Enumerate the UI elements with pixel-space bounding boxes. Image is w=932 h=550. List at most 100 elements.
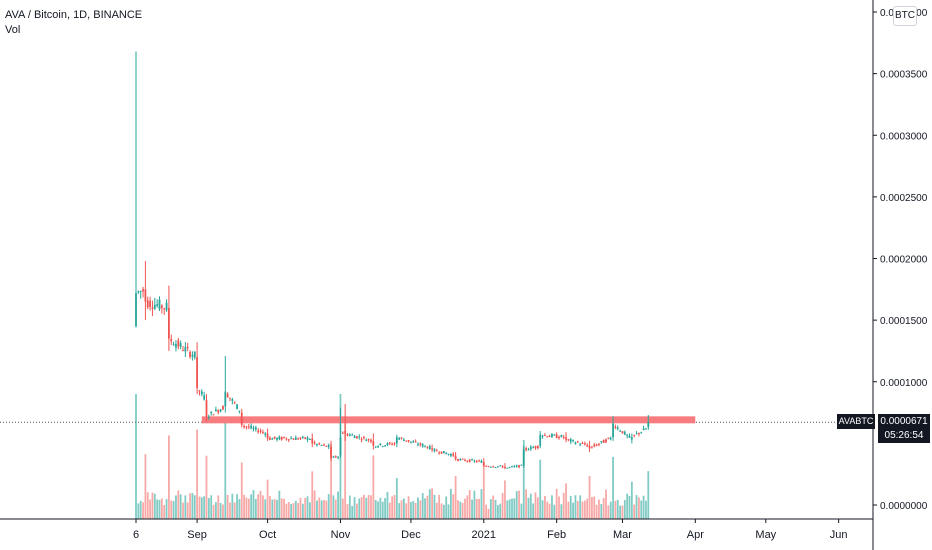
volume-bar bbox=[177, 490, 180, 519]
volume-bar bbox=[421, 493, 424, 519]
volume-bar bbox=[520, 503, 523, 519]
candle-body bbox=[548, 436, 551, 438]
candle-body bbox=[224, 391, 227, 407]
volume-bar bbox=[254, 498, 257, 519]
candle-body bbox=[168, 307, 170, 339]
candle-body bbox=[532, 447, 535, 449]
volume-bar bbox=[367, 495, 370, 519]
candle-body bbox=[635, 433, 638, 435]
volume-bar bbox=[316, 500, 318, 519]
candle-body bbox=[607, 437, 610, 439]
volume-bar bbox=[541, 500, 544, 519]
candle-body bbox=[431, 448, 433, 450]
volume-bar bbox=[160, 498, 163, 519]
candle-body bbox=[544, 434, 546, 436]
volume-bar bbox=[217, 495, 220, 519]
volume-bar bbox=[579, 495, 582, 519]
candle-body bbox=[356, 436, 358, 439]
volume-bar bbox=[548, 503, 551, 519]
volume-bar bbox=[515, 491, 518, 519]
candle-body bbox=[421, 444, 424, 447]
volume-bar bbox=[478, 499, 480, 519]
candle-body bbox=[395, 437, 398, 444]
candle-body bbox=[621, 431, 624, 434]
candle-body bbox=[144, 289, 147, 302]
candle-body bbox=[348, 434, 351, 436]
volume-bar bbox=[391, 496, 394, 519]
volume-bar bbox=[374, 500, 377, 519]
candle-body bbox=[219, 409, 222, 412]
candle-body bbox=[593, 444, 596, 447]
volume-bar bbox=[614, 500, 617, 519]
candle-body bbox=[320, 444, 323, 446]
candle-body bbox=[558, 436, 560, 439]
candle-body bbox=[149, 300, 151, 308]
volume-bar bbox=[501, 492, 504, 519]
volume-bar bbox=[485, 504, 488, 519]
volume-bar bbox=[285, 503, 288, 519]
candle-body bbox=[591, 446, 593, 448]
candle-body bbox=[645, 428, 647, 430]
candle-body bbox=[553, 434, 556, 436]
volume-bar bbox=[466, 495, 469, 519]
candle-body bbox=[252, 427, 255, 429]
volume-bar bbox=[403, 498, 405, 519]
candle-body bbox=[215, 409, 217, 412]
candle-body bbox=[153, 304, 156, 309]
volume-bar bbox=[278, 490, 281, 519]
volume-bar bbox=[560, 504, 563, 519]
x-tick-label: Feb bbox=[547, 529, 566, 541]
candle-body bbox=[471, 459, 473, 461]
volume-bar bbox=[257, 494, 260, 519]
candle-body bbox=[276, 437, 278, 440]
resistance-zone bbox=[201, 416, 696, 424]
volume-bar bbox=[388, 502, 391, 519]
x-tick-label: 2021 bbox=[472, 529, 496, 541]
candle-body bbox=[388, 442, 391, 444]
volume-bar bbox=[356, 503, 358, 519]
volume-bar bbox=[529, 493, 532, 519]
volume-bar bbox=[252, 490, 255, 519]
volume-bar bbox=[283, 498, 285, 519]
candles bbox=[135, 51, 650, 470]
volume-bar bbox=[536, 497, 539, 519]
volume-bar bbox=[351, 505, 354, 519]
volume-bar bbox=[137, 503, 140, 519]
candle-body bbox=[318, 443, 321, 445]
candle-body bbox=[236, 404, 238, 410]
volume-bar bbox=[475, 498, 478, 519]
candle-body bbox=[264, 433, 267, 435]
candle-body bbox=[616, 427, 619, 429]
volume-bar bbox=[273, 499, 276, 519]
volume-bar bbox=[233, 502, 236, 519]
volume-bar bbox=[630, 481, 633, 519]
candle-body bbox=[579, 444, 582, 446]
volume-bar bbox=[193, 495, 196, 519]
volume-bar bbox=[621, 505, 624, 519]
currency-badge[interactable]: BTC bbox=[893, 6, 917, 26]
volume-bar bbox=[222, 504, 224, 519]
volume-bar bbox=[294, 500, 297, 519]
volume-bar bbox=[280, 498, 283, 519]
volume-bar bbox=[212, 504, 215, 519]
volume-bar bbox=[417, 497, 419, 519]
candle-body bbox=[391, 443, 394, 445]
candle-body bbox=[151, 307, 154, 309]
volume-bar bbox=[306, 496, 309, 519]
volume-bar bbox=[179, 494, 182, 519]
volume-bar bbox=[461, 502, 464, 519]
volume-bar bbox=[640, 500, 643, 519]
volume-bar bbox=[365, 497, 368, 519]
volume-bar bbox=[544, 496, 546, 519]
candle-body bbox=[139, 291, 142, 293]
volume-bar bbox=[304, 497, 307, 519]
volume-bar bbox=[386, 491, 389, 519]
candle-body bbox=[182, 350, 184, 352]
volume-bar bbox=[186, 502, 189, 519]
candle-body bbox=[203, 395, 206, 400]
chart-legend: AVA / Bitcoin, 1D, BINANCE Vol bbox=[5, 8, 142, 38]
volume-bar bbox=[384, 498, 386, 519]
volume-bar bbox=[156, 499, 159, 519]
candle-body bbox=[628, 435, 631, 438]
